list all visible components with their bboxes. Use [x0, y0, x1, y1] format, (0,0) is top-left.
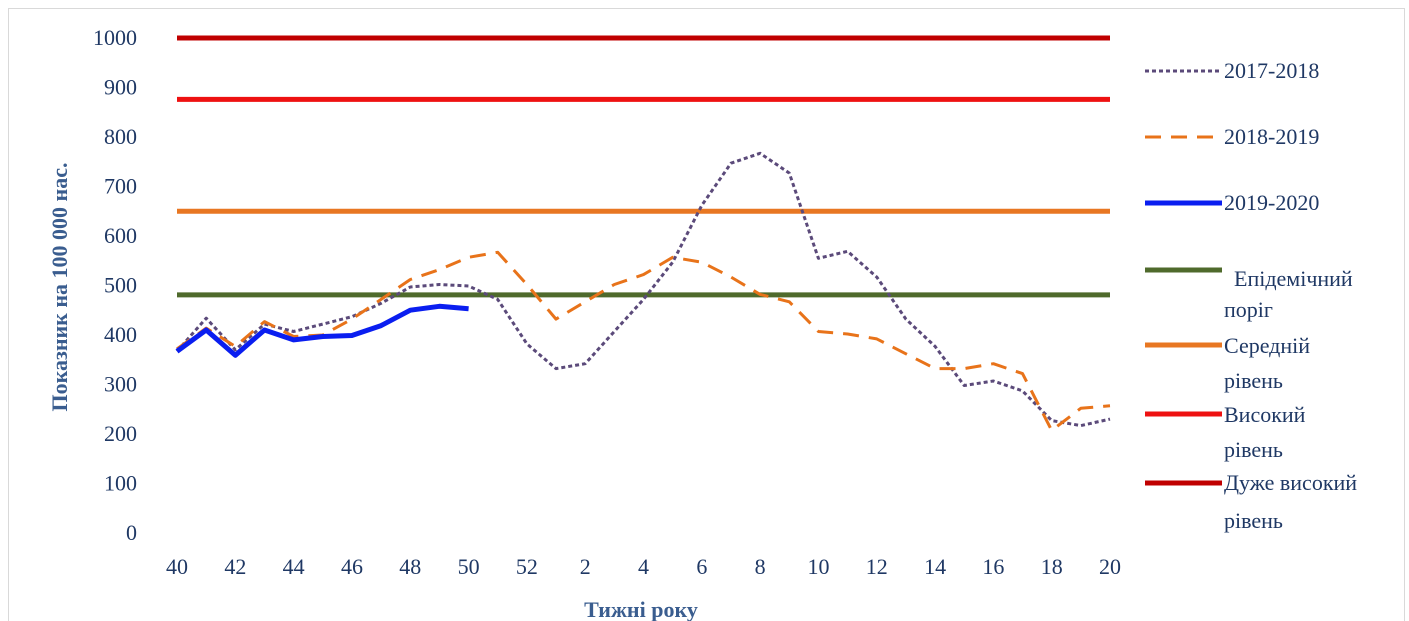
legend-label: 2018-2019 [1224, 124, 1319, 149]
legend-label: Дуже високий рівень [1224, 470, 1357, 533]
x-tick-label: 4 [638, 554, 649, 579]
x-axis-title: Тижні року [584, 597, 698, 621]
y-tick-label: 700 [104, 174, 137, 199]
legend-label: 2017-2018 [1224, 58, 1319, 83]
legend-label: Епідемічний поріг [1224, 266, 1353, 322]
threshold-lines [177, 35, 1110, 298]
y-tick-label: 800 [104, 124, 137, 149]
x-axis-ticks: 40 42 44 46 48 50 52 2 4 6 8 10 12 14 16 18 20 [166, 554, 1121, 579]
x-tick-label: 12 [866, 554, 888, 579]
series-lines [175, 151, 1111, 432]
y-tick-label: 300 [104, 372, 137, 397]
x-tick-label: 42 [224, 554, 246, 579]
y-tick-label: 0 [126, 520, 137, 545]
x-tick-label: 40 [166, 554, 188, 579]
x-tick-label: 6 [696, 554, 707, 579]
y-tick-label: 500 [104, 273, 137, 298]
y-axis-ticks: 0 100 200 300 400 500 600 700 800 900 1000 [93, 25, 137, 545]
legend-label: 2019-2020 [1224, 190, 1319, 215]
x-tick-label: 18 [1041, 554, 1063, 579]
legend-label: Високий рівень [1224, 402, 1306, 462]
x-tick-label: 14 [924, 554, 946, 579]
x-tick-label: 8 [755, 554, 766, 579]
legend-label: Середній рівень [1224, 333, 1310, 393]
series-line [176, 250, 1111, 432]
y-axis-title: Показник на 100 000 нас. [47, 163, 72, 412]
y-tick-label: 900 [104, 75, 137, 100]
x-tick-label: 48 [399, 554, 421, 579]
y-tick-label: 1000 [93, 25, 137, 50]
series-line [175, 151, 1111, 428]
x-tick-label: 2 [580, 554, 591, 579]
x-tick-label: 50 [458, 554, 480, 579]
y-tick-label: 200 [104, 421, 137, 446]
series-line [175, 303, 469, 358]
y-tick-label: 100 [104, 471, 137, 496]
legend: 2017-2018 2018-2019 2019-2020 Епідемічний по… [1145, 58, 1357, 533]
y-tick-label: 600 [104, 223, 137, 248]
x-tick-label: 10 [807, 554, 829, 579]
x-tick-label: 46 [341, 554, 363, 579]
y-tick-label: 400 [104, 322, 137, 347]
x-tick-label: 44 [283, 554, 305, 579]
x-tick-label: 16 [982, 554, 1004, 579]
x-tick-label: 20 [1099, 554, 1121, 579]
x-tick-label: 52 [516, 554, 538, 579]
chart-border [8, 8, 1405, 621]
